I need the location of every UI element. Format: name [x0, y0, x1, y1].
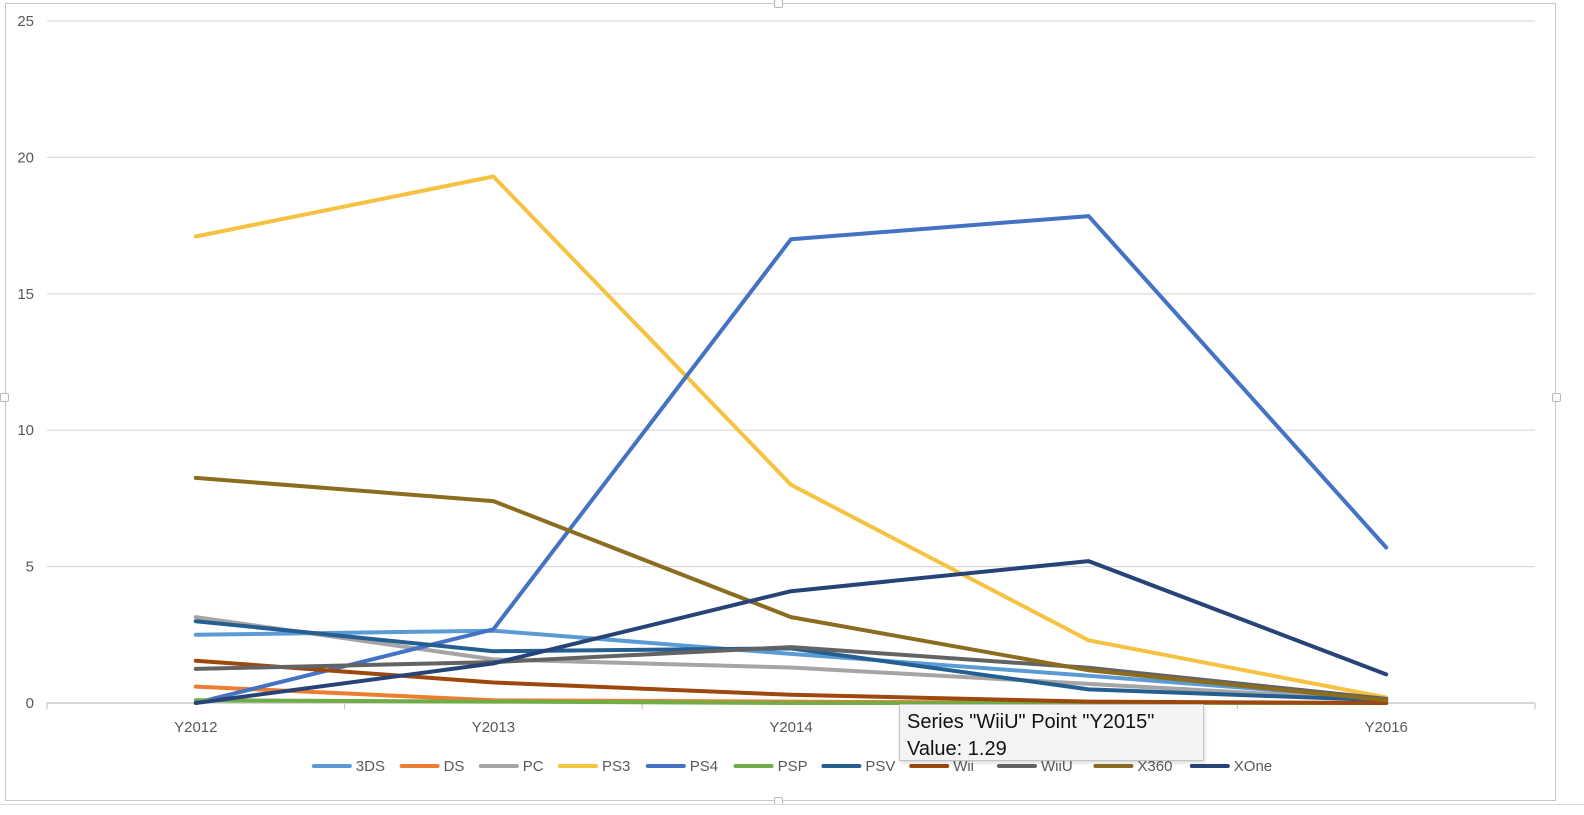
series-line-ps4[interactable] [193, 214, 1389, 705]
legend-item-pc[interactable]: PC [478, 758, 544, 775]
legend-item-xone[interactable]: XOne [1189, 758, 1272, 775]
plot-series[interactable] [193, 174, 1389, 705]
x-tick-label: Y2014 [769, 719, 812, 736]
gridlines [47, 20, 1535, 704]
legend-label: 3DS [356, 758, 385, 775]
legend-item-ds[interactable]: DS [399, 758, 465, 775]
legend-item-psv[interactable]: PSV [821, 758, 895, 775]
y-tick-label: 15 [17, 286, 34, 303]
series-line-x360[interactable] [193, 475, 1389, 703]
legend-item-ps3[interactable]: PS3 [558, 758, 630, 775]
series-line-xone[interactable] [193, 559, 1389, 705]
y-tick-label: 25 [17, 13, 34, 30]
legend-label: XOne [1234, 758, 1272, 775]
legend-label: PSV [865, 758, 895, 775]
resize-handle-right[interactable] [1552, 393, 1561, 402]
legend-label: PC [523, 758, 544, 775]
legend-label: Wii [953, 758, 974, 775]
resize-handle-top[interactable] [774, 0, 783, 8]
tooltip-value: Value: 1.29 [907, 738, 1007, 760]
y-tick-label: 0 [26, 695, 34, 712]
legend-item-ps4[interactable]: PS4 [645, 758, 718, 775]
legend-label: WiiU [1041, 758, 1073, 775]
series-line-3ds[interactable] [193, 628, 1389, 701]
data-point-tooltip: Series "WiiU" Point "Y2015" Value: 1.29 [899, 704, 1204, 761]
legend-label: X360 [1137, 758, 1172, 775]
legend-item-3ds[interactable]: 3DS [311, 758, 385, 775]
legend-item-wii[interactable]: Wii [909, 758, 974, 775]
legend-item-x360[interactable]: X360 [1093, 758, 1172, 775]
legend-label: PS4 [690, 758, 718, 775]
y-axis-ticks: 0 5 10 15 20 25 [17, 13, 34, 712]
legend-item-psp[interactable]: PSP [733, 758, 808, 775]
x-tick-label: Y2016 [1365, 719, 1408, 736]
series-line-pc[interactable] [193, 615, 1389, 703]
legend-label: PS3 [602, 758, 630, 775]
y-tick-label: 5 [26, 559, 34, 576]
legend-label: PSP [778, 758, 808, 775]
sheet-bottom-edge [0, 804, 1584, 815]
x-tick-label: Y2013 [472, 719, 515, 736]
series-line-ps3[interactable] [193, 174, 1389, 700]
x-tick-label: Y2012 [174, 719, 217, 736]
resize-handle-left[interactable] [0, 393, 9, 402]
legend-label: DS [444, 758, 465, 775]
tooltip-series-point: Series "WiiU" Point "Y2015" [907, 711, 1155, 733]
legend[interactable]: 3DS DS PC PS3 PS4 PSP PSV Wii WiiU X360 XOne [311, 758, 1272, 775]
legend-item-wiiu[interactable]: WiiU [997, 758, 1073, 775]
x-axis-ticks: Y2012 Y2013 Y2014 Y2016 [46, 703, 1536, 736]
series-line-wiiu[interactable] [193, 645, 1389, 701]
y-tick-label: 20 [17, 149, 34, 166]
y-tick-label: 10 [17, 422, 34, 439]
